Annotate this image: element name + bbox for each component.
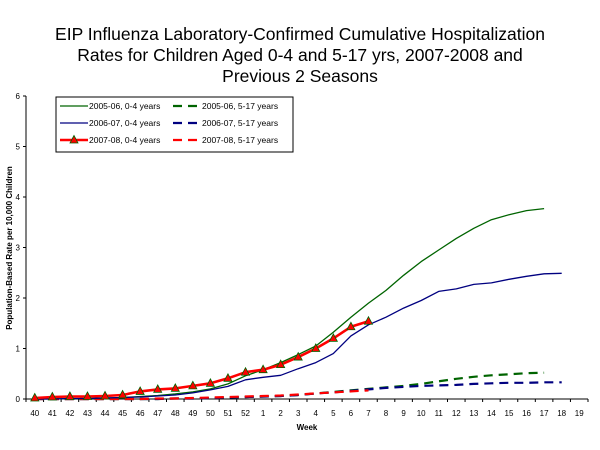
x-tick-label: 1 [261, 409, 266, 418]
chart-title-line-3: Previous 2 Seasons [222, 66, 378, 86]
legend-label: 2007-08, 0-4 years [89, 135, 160, 145]
x-tick-label: 13 [469, 409, 478, 418]
y-tick-label: 3 [16, 244, 21, 253]
x-tick-label: 43 [83, 409, 92, 418]
x-tick-label: 42 [65, 409, 74, 418]
legend: 2005-06, 0-4 years 2006-07, 0-4 years 2007… [55, 96, 294, 153]
series-line [34, 389, 369, 401]
legend-item: 2007-08, 5-17 years [173, 135, 278, 145]
y-tick-label: 2 [16, 294, 21, 303]
series-2005-06-0-4-years [34, 207, 545, 400]
legend-label: 2006-07, 0-4 years [89, 118, 160, 128]
legend-label: 2006-07, 5-17 years [202, 118, 278, 128]
x-tick-label: 16 [522, 409, 531, 418]
y-tick-label: 1 [16, 345, 21, 354]
x-tick-label: 10 [417, 409, 426, 418]
legend-item: 2005-06, 0-4 years [60, 101, 160, 111]
x-tick-label: 11 [435, 409, 444, 418]
x-tick-label: 40 [30, 409, 39, 418]
data-point-marker [346, 321, 356, 331]
x-tick-label: 3 [296, 409, 301, 418]
data-point-marker [47, 391, 58, 401]
data-point-marker [275, 359, 286, 369]
legend-item: 2007-08, 0-4 years [60, 134, 160, 145]
x-tick-label: 7 [366, 409, 371, 418]
x-tick-label: 48 [171, 409, 180, 418]
series-line [34, 272, 562, 400]
x-tick-label: 6 [349, 409, 354, 418]
x-tick-label: 12 [452, 409, 461, 418]
legend-marker [69, 134, 79, 144]
x-tick-label: 14 [487, 409, 496, 418]
x-tick-label: 9 [401, 409, 406, 418]
x-tick-label: 2 [278, 409, 283, 418]
x-tick-label: 5 [331, 409, 336, 418]
data-point-marker [240, 366, 251, 376]
y-tick-label: 6 [16, 92, 21, 101]
series-2007-08-0-4-years [30, 315, 374, 402]
x-tick-label: 19 [575, 409, 584, 418]
data-point-marker [100, 390, 110, 400]
y-tick-label: 0 [16, 395, 21, 404]
series-line [34, 371, 545, 401]
series-2005-06-5-17-years [34, 371, 545, 401]
x-axis-title: Week [297, 423, 318, 432]
data-point-marker [363, 315, 374, 325]
chart-title-line-2: Rates for Children Aged 0-4 and 5-17 yrs… [77, 45, 523, 65]
x-tick-label: 15 [505, 409, 514, 418]
chart-title-line-1: EIP Influenza Laboratory-Confirmed Cumul… [55, 24, 545, 44]
data-point-marker [258, 364, 268, 374]
data-point-marker [170, 383, 180, 392]
data-point-marker [205, 377, 216, 387]
x-tick-label: 51 [224, 409, 233, 418]
y-tick-label: 4 [16, 193, 21, 202]
y-tick-label: 5 [16, 143, 21, 152]
chart-title: EIP Influenza Laboratory-Confirmed Cumul… [0, 24, 600, 87]
x-tick-label: 41 [48, 409, 57, 418]
legend-item: 2006-07, 0-4 years [60, 118, 160, 128]
data-point-marker [82, 391, 93, 400]
x-tick-label: 8 [384, 409, 389, 418]
data-point-marker [328, 333, 339, 342]
x-tick-label: 45 [118, 409, 127, 418]
data-point-marker [293, 351, 303, 361]
legend-item: 2005-06, 5-17 years [173, 101, 278, 111]
data-point-marker [30, 392, 40, 402]
data-point-marker [223, 372, 233, 382]
series-line [34, 319, 369, 400]
x-tick-label: 4 [314, 409, 319, 418]
series-layer [30, 207, 562, 402]
data-point-marker [311, 343, 321, 352]
x-tick-label: 17 [540, 409, 549, 418]
series-line [34, 207, 545, 400]
legend-label: 2005-06, 5-17 years [202, 101, 278, 111]
x-tick-label: 47 [153, 409, 162, 418]
legend-label: 2005-06, 0-4 years [89, 101, 160, 111]
legend-item: 2006-07, 5-17 years [173, 118, 278, 128]
series-2006-07-0-4-years [34, 272, 562, 400]
data-point-marker [135, 386, 145, 395]
data-point-marker [117, 389, 128, 399]
x-tick-label: 18 [557, 409, 566, 418]
data-point-marker [188, 380, 198, 390]
legend-label: 2007-08, 5-17 years [202, 135, 278, 145]
series-2007-08-5-17-years [34, 389, 369, 401]
data-point-marker [65, 391, 75, 400]
x-tick-label: 49 [188, 409, 197, 418]
x-tick-label: 46 [136, 409, 145, 418]
data-point-marker [153, 384, 163, 393]
x-tick-label: 44 [101, 409, 110, 418]
x-tick-label: 50 [206, 409, 215, 418]
y-axis-title: Population-Based Rate per 10,000 Childre… [5, 166, 14, 330]
x-tick-label: 52 [241, 409, 250, 418]
